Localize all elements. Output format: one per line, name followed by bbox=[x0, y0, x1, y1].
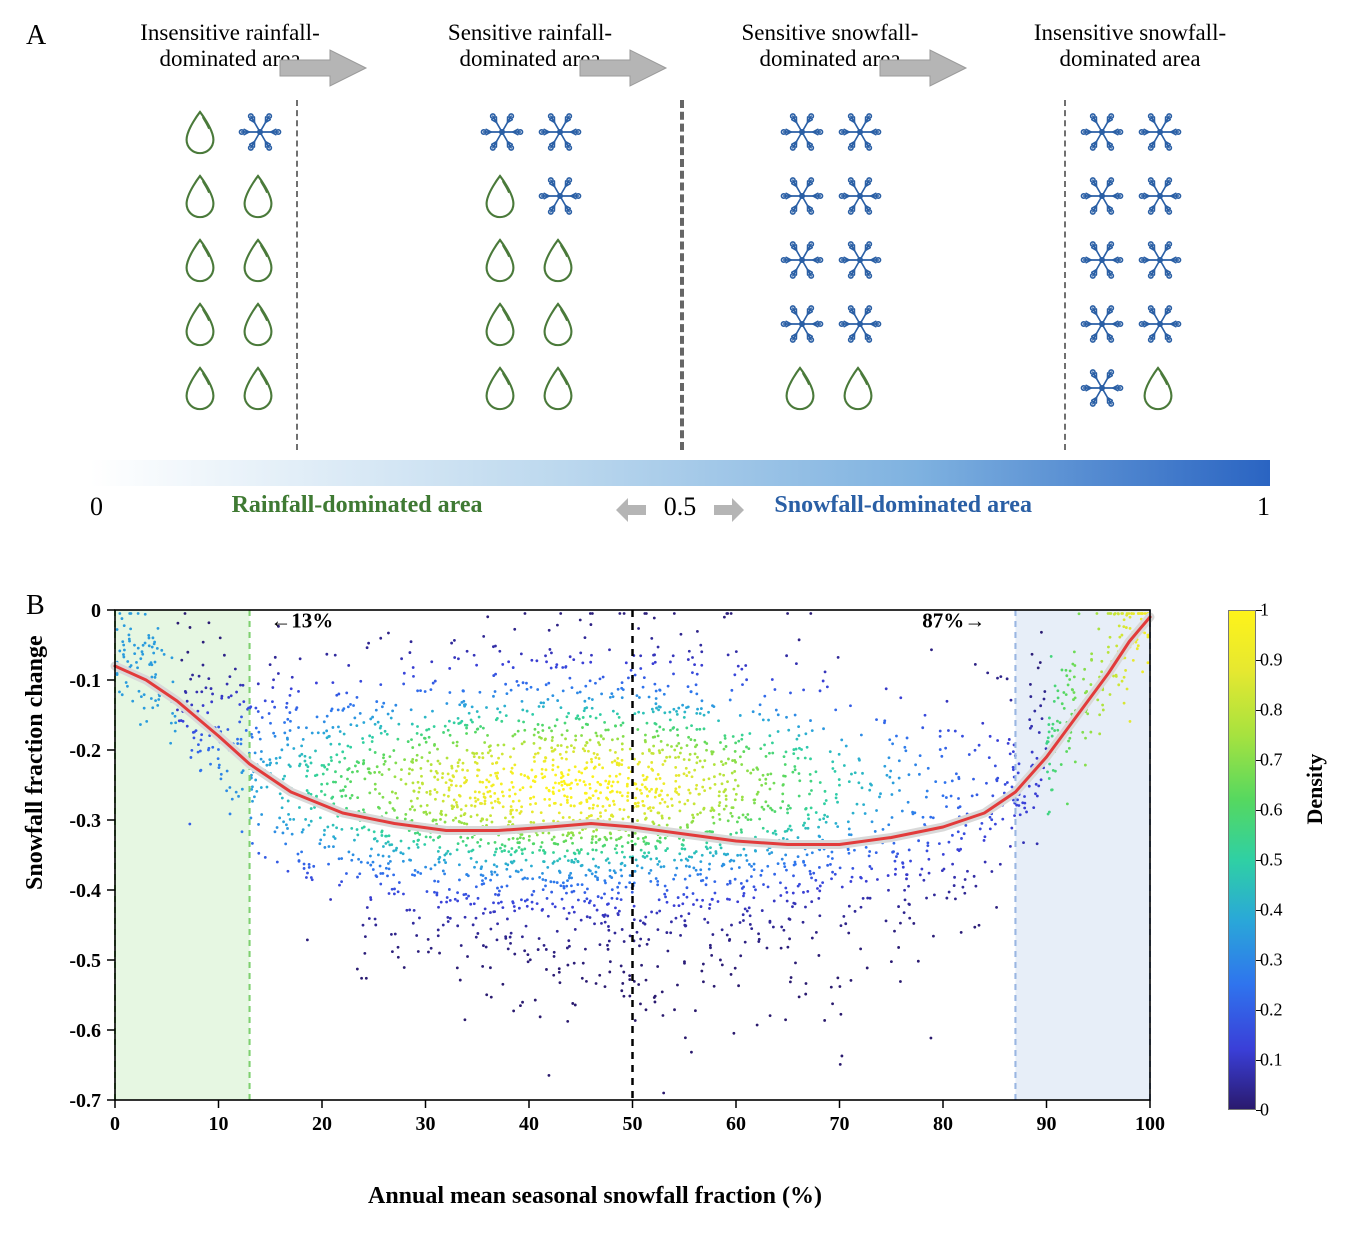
svg-text:-0.7: -0.7 bbox=[69, 1090, 101, 1112]
axis-a-1: 1 bbox=[1257, 492, 1270, 522]
colorbar: 00.10.20.30.40.50.60.70.80.91 Density bbox=[1210, 610, 1320, 1150]
snowflake-icon bbox=[538, 110, 580, 156]
snowflake-icon bbox=[838, 302, 880, 348]
snowflake-icon bbox=[1138, 174, 1180, 220]
gradient-bar bbox=[90, 460, 1270, 486]
snowflake-icon bbox=[480, 110, 522, 156]
snowflake-icon bbox=[780, 302, 822, 348]
snowflake-icon bbox=[780, 174, 822, 220]
snowflake-icon bbox=[1138, 238, 1180, 284]
panel-a-axis: 0 Rainfall-dominated area 0.5 Snowfall-d… bbox=[90, 492, 1270, 532]
raindrop-icon bbox=[838, 366, 880, 412]
panel-a-icon-grid bbox=[80, 104, 1280, 444]
snowflake-icon bbox=[1138, 302, 1180, 348]
panel-a: A Insensitive rainfall-dominated area Se… bbox=[20, 20, 1320, 580]
snowflake-icon bbox=[1080, 174, 1122, 220]
raindrop-icon bbox=[480, 366, 522, 412]
svg-text:-0.4: -0.4 bbox=[69, 880, 101, 902]
svg-text:60: 60 bbox=[726, 1113, 746, 1135]
colorbar-tick: 0.1 bbox=[1260, 1050, 1283, 1071]
svg-text:0: 0 bbox=[91, 600, 101, 622]
svg-text:70: 70 bbox=[830, 1113, 850, 1135]
snowflake-icon bbox=[838, 238, 880, 284]
svg-text:80: 80 bbox=[933, 1113, 953, 1135]
svg-text:87%→: 87%→ bbox=[922, 609, 985, 633]
svg-text:-0.2: -0.2 bbox=[69, 740, 101, 762]
raindrop-icon bbox=[480, 302, 522, 348]
raindrop-icon bbox=[238, 238, 280, 284]
axis-a-0: 0 bbox=[90, 492, 103, 522]
svg-text:50: 50 bbox=[623, 1113, 643, 1135]
colorbar-tick: 0.4 bbox=[1260, 900, 1283, 921]
snowflake-icon bbox=[780, 110, 822, 156]
colorbar-tick: 0.3 bbox=[1260, 950, 1283, 971]
scatter-plot: ←13% 87%→ 0 10 20 30 40 50 60 70 80 90 100 0 -0.1 -0.2 -… bbox=[20, 590, 1170, 1170]
svg-text:90: 90 bbox=[1037, 1113, 1057, 1135]
snowflake-icon bbox=[1138, 110, 1180, 156]
panel-a-label: A bbox=[26, 20, 46, 52]
raindrop-icon bbox=[538, 366, 580, 412]
raindrop-icon bbox=[238, 366, 280, 412]
raindrop-icon bbox=[180, 366, 222, 412]
colorbar-tick: 0.2 bbox=[1260, 1000, 1283, 1021]
colorbar-tick: 0.5 bbox=[1260, 850, 1283, 871]
svg-text:-0.3: -0.3 bbox=[69, 810, 101, 832]
snowflake-icon bbox=[1080, 238, 1122, 284]
svg-text:-0.1: -0.1 bbox=[69, 670, 101, 692]
raindrop-icon bbox=[538, 238, 580, 284]
raindrop-icon bbox=[780, 366, 822, 412]
snowflake-icon bbox=[1080, 302, 1122, 348]
raindrop-icon bbox=[180, 302, 222, 348]
x-axis-label: Annual mean seasonal snowfall fraction (… bbox=[20, 1183, 1170, 1210]
mini-arrow-right-icon bbox=[712, 496, 746, 529]
raindrop-icon bbox=[180, 174, 222, 220]
svg-text:40: 40 bbox=[519, 1113, 539, 1135]
snowflake-icon bbox=[1080, 110, 1122, 156]
header-insens-rain: Insensitive rainfall-dominated area bbox=[100, 20, 360, 73]
rainfall-dominated-label: Rainfall-dominated area bbox=[232, 492, 483, 519]
raindrop-icon bbox=[180, 238, 222, 284]
svg-text:-0.5: -0.5 bbox=[69, 950, 101, 972]
svg-text:←13%: ←13% bbox=[270, 609, 333, 633]
raindrop-icon bbox=[538, 302, 580, 348]
snowflake-icon bbox=[538, 174, 580, 220]
snowflake-icon bbox=[780, 238, 822, 284]
snowfall-dominated-label: Snowfall-dominated area bbox=[774, 492, 1032, 519]
colorbar-tick: 0.6 bbox=[1260, 800, 1283, 821]
svg-text:30: 30 bbox=[416, 1113, 436, 1135]
mini-arrow-left-icon bbox=[614, 496, 648, 529]
svg-text:-0.6: -0.6 bbox=[69, 1020, 101, 1042]
snowflake-icon bbox=[238, 110, 280, 156]
colorbar-tick: 0.9 bbox=[1260, 650, 1283, 671]
header-insens-snow: Insensitive snowfall-dominated area bbox=[1000, 20, 1260, 73]
header-sens-rain: Sensitive rainfall-dominated area bbox=[400, 20, 660, 73]
snowflake-icon bbox=[1080, 366, 1122, 412]
svg-text:20: 20 bbox=[312, 1113, 332, 1135]
raindrop-icon bbox=[480, 174, 522, 220]
colorbar-tick: 0.7 bbox=[1260, 750, 1283, 771]
header-sens-snow: Sensitive snowfall-dominated area bbox=[700, 20, 960, 73]
raindrop-icon bbox=[1138, 366, 1180, 412]
axis-a-05: 0.5 bbox=[664, 492, 697, 522]
svg-text:0: 0 bbox=[110, 1113, 120, 1135]
snowflake-icon bbox=[838, 110, 880, 156]
raindrop-icon bbox=[238, 302, 280, 348]
colorbar-label: Density bbox=[1302, 754, 1328, 825]
raindrop-icon bbox=[180, 110, 222, 156]
svg-text:100: 100 bbox=[1135, 1113, 1165, 1135]
svg-text:10: 10 bbox=[209, 1113, 229, 1135]
y-axis-label: Snowfall fraction change bbox=[22, 635, 49, 890]
panel-b: B ←13%87%→01020304050607080901000-0.1-0.… bbox=[20, 590, 1320, 1210]
snowflake-icon bbox=[838, 174, 880, 220]
panel-a-headers: Insensitive rainfall-dominated area Sens… bbox=[80, 20, 1280, 73]
raindrop-icon bbox=[238, 174, 280, 220]
raindrop-icon bbox=[480, 238, 522, 284]
colorbar-tick: 0.8 bbox=[1260, 700, 1283, 721]
